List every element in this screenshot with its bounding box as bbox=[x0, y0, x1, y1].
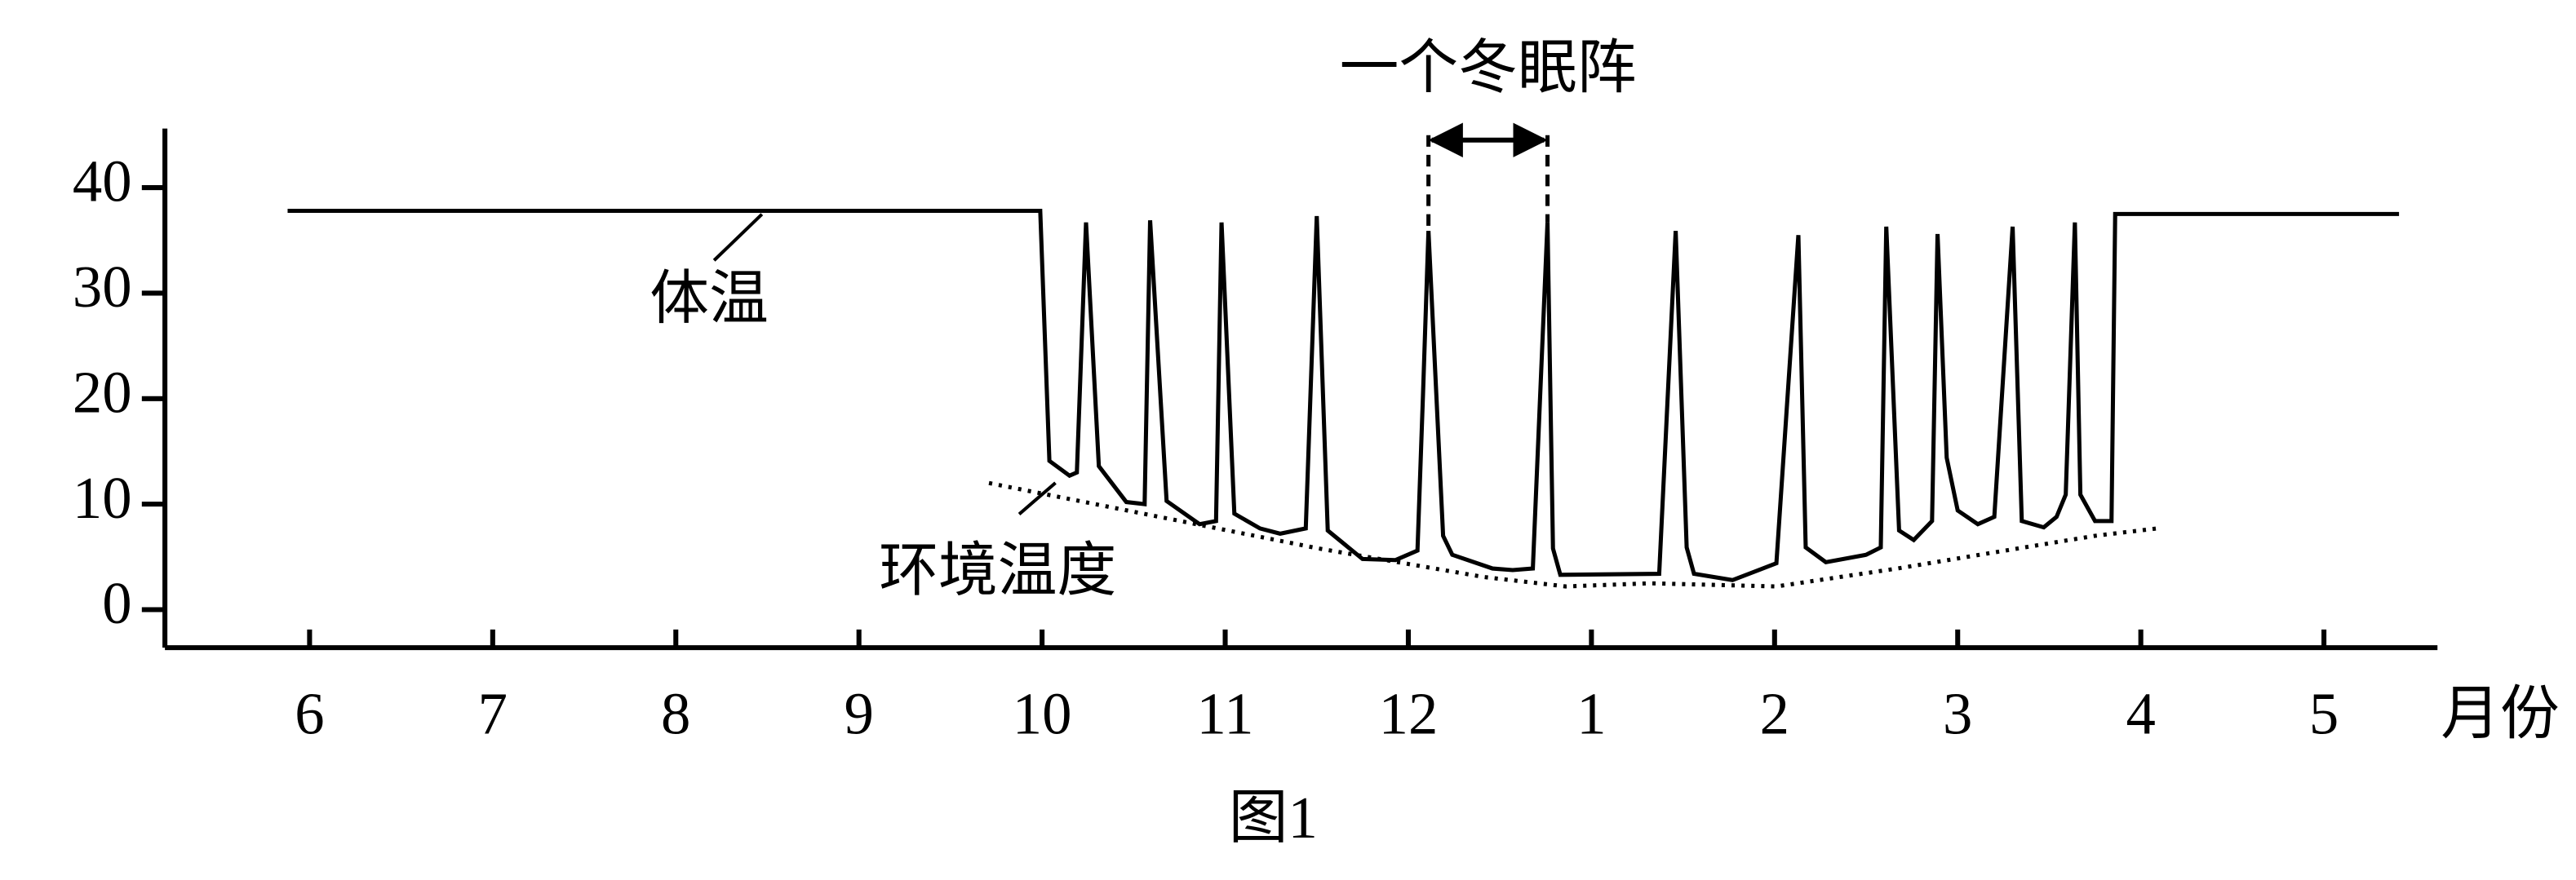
x-tick-label: 10 bbox=[1013, 681, 1072, 747]
x-tick-label: 11 bbox=[1196, 681, 1253, 747]
x-tick-label: 1 bbox=[1576, 681, 1606, 747]
series-label: 体温 bbox=[650, 266, 769, 332]
annotation: 一个冬眠阵 bbox=[1340, 35, 1637, 101]
x-tick-label: 9 bbox=[844, 681, 873, 747]
x-tick-label: 6 bbox=[295, 681, 324, 747]
y-tick-label: 10 bbox=[73, 465, 132, 531]
label-leader bbox=[1018, 481, 1057, 515]
series-label: 环境温度 bbox=[879, 537, 1116, 604]
caption: 图1 bbox=[1229, 785, 1318, 851]
series-line bbox=[988, 480, 2158, 589]
x-tick-label: 3 bbox=[1943, 681, 1972, 747]
x-tick-label: 4 bbox=[2126, 681, 2155, 747]
series-line bbox=[287, 208, 2400, 582]
y-tick-label: 40 bbox=[73, 148, 132, 214]
x-tick-label: 5 bbox=[2309, 681, 2339, 747]
x-axis-label: 月份 bbox=[2441, 681, 2560, 747]
y-tick-label: 0 bbox=[102, 570, 131, 636]
x-tick-label: 12 bbox=[1379, 681, 1439, 747]
y-tick-label: 20 bbox=[73, 359, 132, 425]
x-tick-label: 2 bbox=[1760, 681, 1789, 747]
x-tick-label: 7 bbox=[478, 681, 508, 747]
label-leader bbox=[712, 213, 764, 262]
x-tick-label: 8 bbox=[661, 681, 690, 747]
y-tick-label: 30 bbox=[73, 254, 132, 320]
